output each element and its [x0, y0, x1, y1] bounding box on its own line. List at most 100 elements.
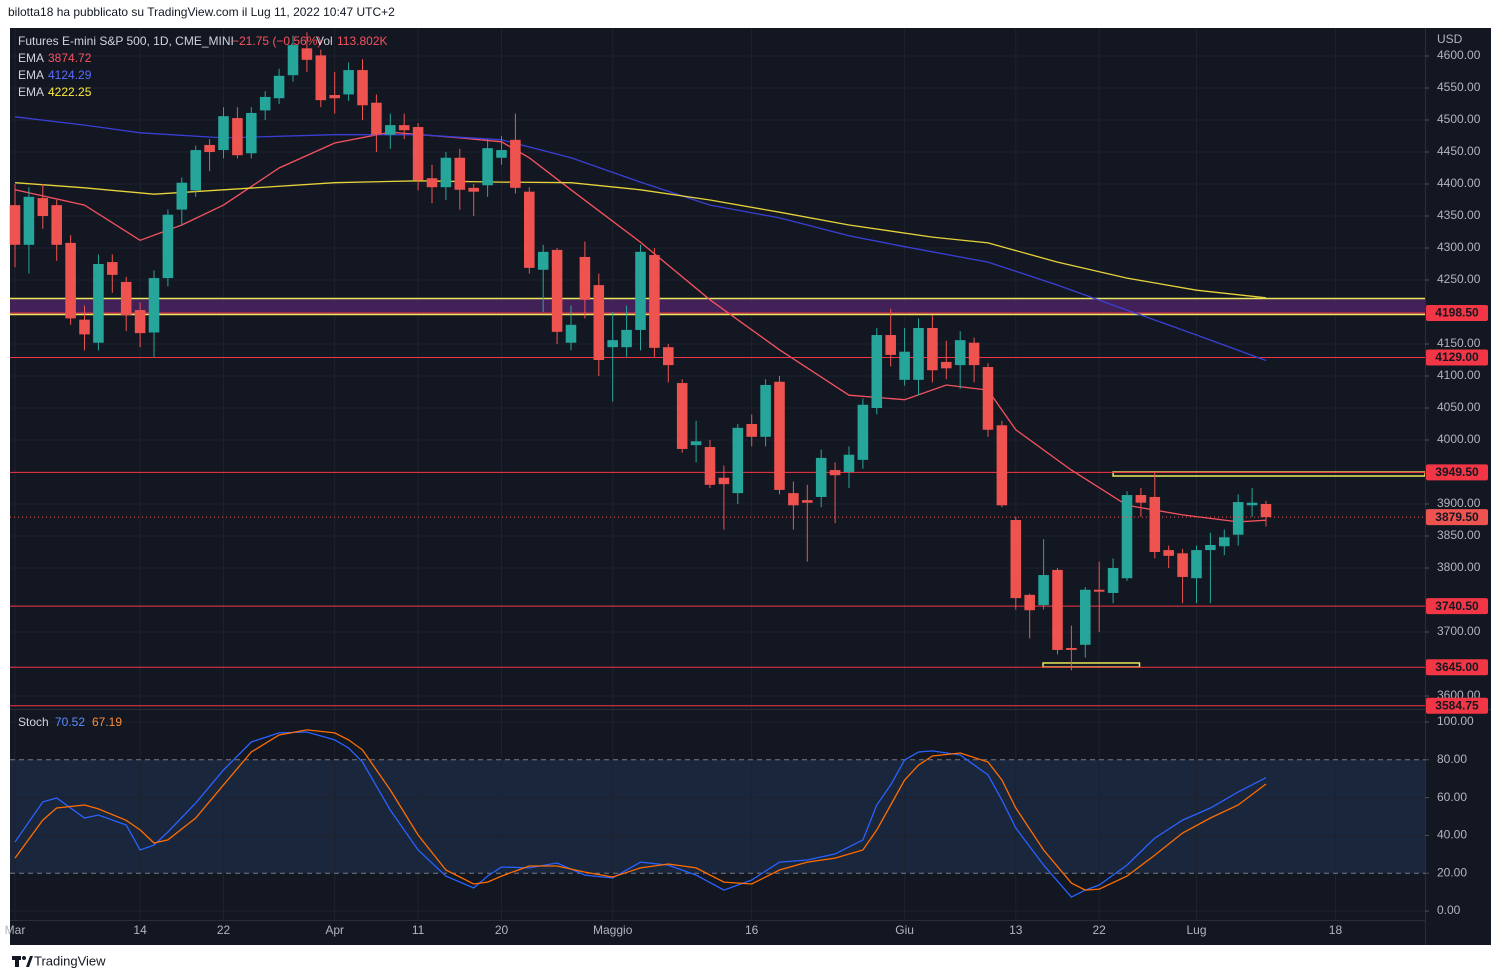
candle-body [746, 424, 757, 437]
candle-body [93, 264, 104, 343]
ema-value: 4222.25 [48, 85, 92, 99]
ema-line [14, 116, 1267, 362]
y-tick-label: 4350.00 [1437, 208, 1481, 222]
x-tick-label: 22 [217, 923, 231, 937]
candle-body [440, 157, 452, 188]
y-tick-label: 4400.00 [1437, 176, 1481, 190]
y-tick-label: 40.00 [1437, 828, 1467, 842]
x-tick-label: 13 [1009, 923, 1023, 937]
candle-body [843, 454, 855, 472]
candle-body [1080, 589, 1091, 645]
candle-body [1260, 504, 1272, 518]
candle-body [871, 335, 883, 408]
candle-body [371, 102, 382, 135]
candle-body [802, 500, 813, 503]
candle-body [1163, 550, 1174, 556]
y-tick-label: 4500.00 [1437, 112, 1481, 126]
candle-body [524, 191, 535, 268]
candle-body [565, 324, 577, 343]
ema-name: EMA [18, 85, 44, 99]
candle-body [760, 384, 771, 437]
candle-body [1219, 537, 1230, 547]
candle-body [468, 187, 479, 192]
level-label: 3584.75 [1435, 698, 1479, 712]
y-tick-label: 4150.00 [1437, 336, 1481, 350]
candle-body [1232, 502, 1244, 535]
candle-body [649, 255, 660, 348]
candle-body [190, 150, 201, 191]
candle-body [788, 493, 799, 506]
candle-body [1038, 575, 1049, 606]
candle-body [676, 383, 688, 449]
candle-body [65, 242, 76, 319]
level-label: 3740.50 [1435, 599, 1479, 613]
candle-body [954, 340, 966, 366]
x-tick-label: 22 [1093, 923, 1107, 937]
candle-body [1246, 502, 1258, 506]
y-tick-label: 4300.00 [1437, 240, 1481, 254]
stoch-d-value: 67.19 [92, 715, 122, 729]
candle-body [496, 150, 507, 158]
last-price-label: 3879.50 [1435, 510, 1479, 524]
last-price-tag [1426, 509, 1488, 526]
candle-body [1107, 568, 1119, 593]
candle-body [134, 310, 146, 334]
candle-body [246, 112, 257, 154]
publish-note: bilotta18 ha pubblicato su TradingView.c… [8, 5, 395, 19]
x-tick-label: Maggio [593, 923, 633, 937]
ema-value: 3874.72 [48, 51, 92, 65]
candle-body [968, 342, 980, 366]
candle-body [426, 178, 438, 188]
change-label: −21.75 (−0.56%) [232, 34, 321, 48]
candle-body [1121, 495, 1133, 579]
symbol-title: Futures E-mini S&P 500, 1D, CME_MINI [18, 34, 234, 48]
y-tick-label: 4600.00 [1437, 48, 1481, 62]
x-tick-label: Lug [1186, 923, 1206, 937]
x-tick-label: Mar [5, 923, 26, 937]
candle-body [1191, 550, 1202, 579]
candle-body [1205, 544, 1216, 551]
candle-body [607, 340, 618, 348]
y-tick-label: 3800.00 [1437, 560, 1481, 574]
candle-body [107, 262, 118, 275]
y-tick-label: 20.00 [1437, 865, 1467, 879]
candle-body [899, 351, 910, 380]
candle-body [329, 95, 340, 99]
y-tick-label: 4250.00 [1437, 272, 1481, 286]
candle-body [996, 425, 1008, 506]
ema-line [14, 180, 1267, 299]
brand-logo [12, 956, 33, 967]
level-tag [1426, 598, 1488, 615]
candle-body [1052, 569, 1063, 650]
candle-body [704, 447, 716, 485]
candle-body [162, 214, 174, 279]
stoch-line [14, 731, 1267, 898]
candle-body [732, 427, 744, 494]
y-tick-label: 4000.00 [1437, 432, 1481, 446]
y-tick-label: 60.00 [1437, 790, 1467, 804]
brand: TradingView [34, 953, 106, 968]
candle-body [176, 182, 188, 210]
ema-name: EMA [18, 68, 44, 82]
candle-body [51, 205, 62, 245]
candle-body [120, 281, 132, 316]
level-label: 3949.50 [1435, 465, 1479, 479]
candle-body [1024, 594, 1035, 611]
candle-body [273, 75, 285, 99]
candle-body [315, 55, 327, 101]
x-tick-label: 14 [133, 923, 147, 937]
candle-body [829, 470, 841, 476]
candle-body [385, 125, 396, 135]
candle-body [1135, 495, 1147, 503]
candle-body [815, 457, 827, 497]
stoch-line [14, 729, 1267, 891]
y-tick-label: 0.00 [1437, 903, 1461, 917]
candle-body [1177, 553, 1188, 577]
candle-body [454, 157, 466, 190]
candle-body [343, 70, 354, 95]
level-tag [1426, 304, 1488, 321]
candle-body [537, 251, 549, 270]
candle-body [259, 96, 271, 111]
